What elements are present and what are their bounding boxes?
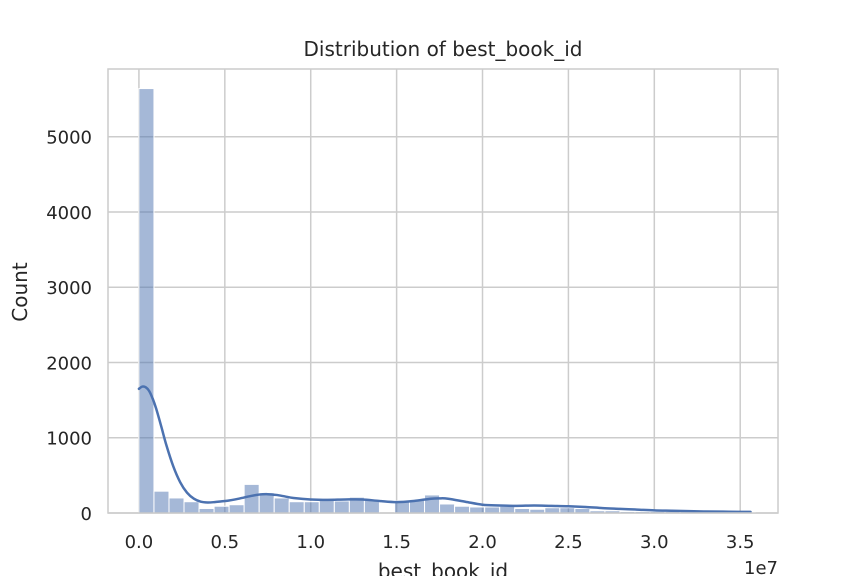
x-tick-labels: 0.0 0.5 1.0 1.5 2.0 2.5 3.0 3.5 [125, 532, 755, 553]
histogram-bar [168, 497, 185, 514]
histogram-bar [258, 492, 275, 514]
histogram-bar [288, 501, 305, 514]
histogram-bar [439, 503, 456, 514]
histogram-bar [469, 506, 486, 514]
chart-title: Distribution of best_book_id [304, 37, 583, 61]
x-tick-label: 2.0 [468, 532, 497, 553]
histogram-bar [228, 504, 245, 514]
x-tick-label: 0.0 [125, 532, 154, 553]
y-tick-label: 1000 [46, 429, 92, 450]
histogram-bar [183, 501, 200, 514]
histogram-bar [499, 505, 516, 514]
y-tick-label: 4000 [46, 203, 92, 224]
histogram-bar [318, 499, 335, 514]
histogram-bar [138, 88, 155, 514]
x-tick-label: 2.5 [554, 532, 583, 553]
histogram-bar [559, 507, 576, 514]
histogram-bar [273, 497, 290, 514]
histogram-bar [213, 505, 230, 514]
histogram-bar [454, 505, 471, 514]
plot-frame [107, 68, 779, 514]
histogram-bar [303, 501, 320, 514]
x-tick-label: 1.5 [382, 532, 411, 553]
x-tick-label: 1.0 [296, 532, 325, 553]
histogram-bar [243, 483, 260, 514]
y-tick-labels: 0 1000 2000 3000 4000 5000 [46, 128, 92, 525]
y-tick-label: 5000 [46, 128, 92, 149]
histogram-bar [153, 490, 170, 514]
x-axis-label: best_book_id [378, 559, 508, 576]
grid-lines [108, 69, 778, 514]
kde-curve [137, 385, 752, 514]
histogram-bar [544, 507, 561, 514]
histogram-bar [333, 500, 350, 514]
y-axis-label: Count [8, 262, 32, 322]
y-tick-label: 3000 [46, 278, 92, 299]
y-tick-label: 0 [81, 504, 92, 525]
x-tick-label: 0.5 [211, 532, 240, 553]
histogram-bar [484, 506, 501, 514]
x-tick-label: 3.5 [726, 532, 755, 553]
x-tick-label: 3.0 [640, 532, 669, 553]
x-axis-offset-label: 1e7 [744, 558, 778, 576]
y-tick-label: 2000 [46, 353, 92, 374]
